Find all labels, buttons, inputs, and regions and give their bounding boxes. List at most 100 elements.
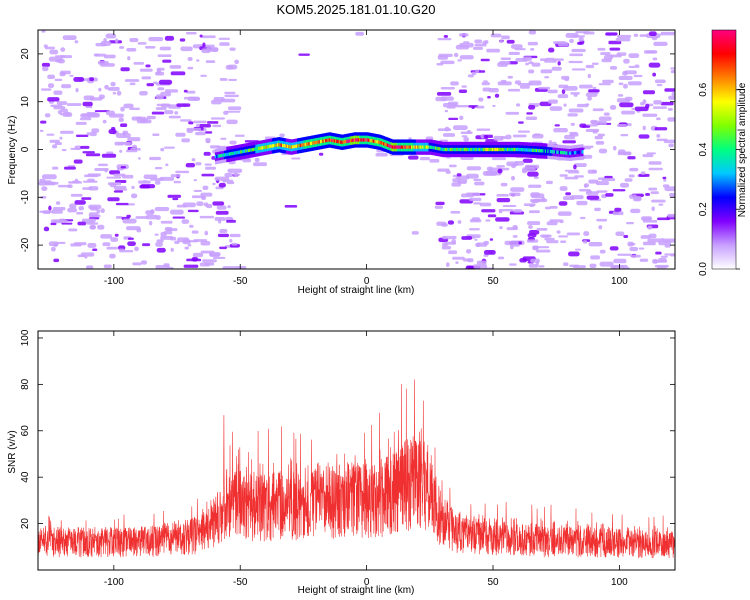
spectrogram-noise-cell [479,202,492,207]
spectrogram-noise-cell [537,246,550,249]
spectrogram-noise-cell [583,231,590,237]
spectrogram-noise-cell [557,94,569,99]
spectrogram-noise-cell [227,205,231,209]
spectrogram-noise-cell [124,79,140,82]
spectrogram-noise-cell [669,192,675,198]
spectrogram-noise-cell [224,172,233,178]
spectrogram-noise-cell [72,180,80,184]
spectrogram-trace-core [567,151,570,155]
spectrogram-trace-core [529,148,532,152]
spectrogram-noise-cell [205,166,217,170]
spectrogram-noise-cell [192,252,204,258]
spectrogram-noise-cell [609,105,617,110]
spectrogram-noise-cell [598,83,611,86]
spectrogram-trace-core [241,149,244,154]
spectrogram-noise-cell [662,176,667,180]
spectrogram-noise-cell [155,107,167,111]
spectrogram-trace-core [518,147,521,152]
spectrogram-noise-cell [179,38,186,42]
spectrogram-noise-cell [457,220,462,224]
spectrogram-noise-cell [618,82,624,86]
spectrogram-noise-cell [504,240,519,246]
spectrogram-noise-cell [146,115,156,120]
spectrogram-noise-cell [231,242,238,246]
spectrogram-trace-core [326,138,329,143]
spectrogram-trace-core [388,144,391,148]
spectrogram-noise-cell [449,164,457,168]
spectrogram-noise-cell [61,72,66,75]
spectrogram-noise-cell [648,167,663,171]
spectrogram-noise-cell [569,264,580,268]
spectrogram-noise-cell [445,170,451,174]
spectrogram-noise-cell [476,128,491,131]
spectrogram-noise-cell [600,52,611,55]
spectrogram-noise-cell [598,225,603,230]
spectrogram-noise-cell [526,239,539,243]
spectrogram-noise-cell [564,169,579,172]
spectrogram-trace-core [275,143,278,147]
spectrogram-noise-cell [512,134,527,138]
spectrogram-noise-cell [70,147,81,150]
spectrogram-noise-cell [54,78,63,82]
spectrogram-noise-cell [157,54,172,58]
spectrogram-noise-cell [538,265,545,268]
spectrogram-noise-cell [508,61,518,65]
spectrogram-noise-cell [53,258,60,263]
spectrogram-noise-cell [143,118,149,122]
spectrogram-trace-core [556,150,559,154]
spectrogram-noise-cell [107,197,120,202]
spectrogram-trace-core [542,149,545,153]
spectrogram-noise-cell [531,62,541,67]
spectrogram-trace-core [375,139,378,144]
spectrogram-noise-cell [514,48,526,51]
spectrogram-noise-cell [88,204,102,210]
spectrogram-trace-core [534,148,537,153]
spectrogram-noise-cell [613,258,627,264]
spectrogram-trace-core [491,147,494,152]
spectrogram-noise-cell [73,77,85,82]
spectrogram-trace-core [303,143,306,147]
spectrogram-noise-cell [512,235,518,238]
spectrogram-noise-cell [436,92,452,96]
spectrogram-trace-core [565,151,568,155]
spectrogram-trace-core [575,150,578,155]
spectrogram-noise-cell [137,157,141,160]
spectrogram-trace-core [543,149,546,153]
spectrogram-noise-cell [450,81,459,86]
spectrogram-noise-cell [437,38,452,41]
spectrogram-noise-cell [184,246,190,250]
snr-ticks: -100 -50 0 50 100 20 40 60 80 100 [20,329,675,588]
spectrogram-noise-cell [592,130,598,134]
spectrogram-trace-core [504,147,507,152]
spectrogram-noise-cell [481,209,496,213]
spectrogram-noise-cell [473,202,482,205]
spectrogram-trace-core [513,147,516,152]
spectrogram-noise-cell [142,243,151,247]
spectrogram-trace-core [559,150,562,155]
spectrogram-trace-core [551,149,554,154]
spectrogram-noise-cell [164,227,173,232]
spectrogram-trace-core [450,147,453,152]
spectrogram-trace-core [359,138,362,142]
spectrogram-noise-cell [496,197,511,203]
spectrogram-noise-cell [200,240,211,246]
spectrogram-noise-cell [42,210,51,214]
spectrogram-trace-core [362,138,365,142]
spectrogram-noise-cell [587,73,591,79]
spectrogram-trace-core [419,145,422,149]
spectrogram-noise-cell [448,250,458,255]
spectrogram-noise-cell [85,106,93,109]
spectrogram-noise-cell [160,103,170,108]
spectrogram-noise-cell [148,36,164,42]
spectrogram-noise-cell [508,51,520,56]
spectrogram-noise-cell [528,210,540,214]
spectrogram-noise-cell [657,265,668,269]
spectrogram-noise-cell [41,62,51,67]
spectrogram-noise-cell [109,170,121,175]
spectrogram-noise-cell [73,159,83,164]
spectrogram-trace-core [221,153,224,158]
spectrogram-noise-cell [516,103,521,107]
spectrogram-noise-cell [599,249,606,254]
spectrogram-noise-cell [554,124,560,127]
